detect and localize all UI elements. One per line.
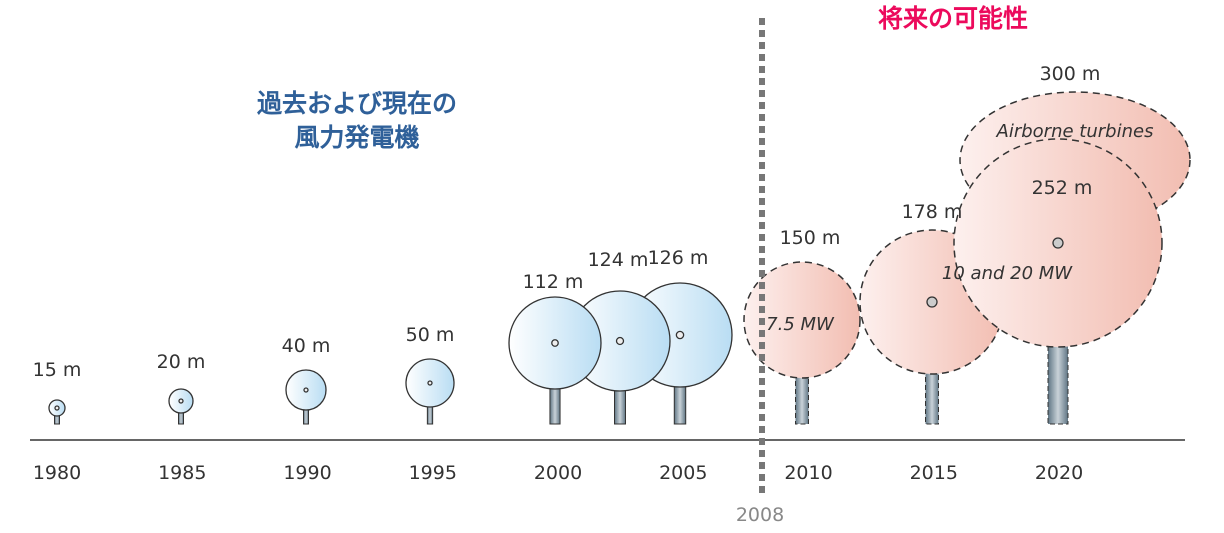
rotor-diameter-label: 50 m	[406, 324, 455, 346]
past-title-line1: 過去および現在の	[257, 89, 457, 118]
power-label-7-5mw: 7.5 MW	[766, 314, 835, 335]
rotor-diameter-label: 126 m	[648, 247, 709, 269]
hub	[926, 296, 938, 308]
year-label: 1985	[158, 462, 206, 484]
rotor-diameter-label: 40 m	[282, 335, 331, 357]
year-label: 2020	[1035, 462, 1083, 484]
past-title-line2: 風力発電機	[294, 123, 419, 152]
rotor-diameter-label: 252 m	[1032, 177, 1093, 199]
hub	[551, 339, 559, 347]
airborne-label: Airborne turbines	[996, 121, 1154, 142]
year-label: 1980	[33, 462, 81, 484]
hub	[675, 330, 685, 340]
power-label-10-20mw: 10 and 20 MW	[942, 263, 1073, 284]
year-label: 2000	[534, 462, 582, 484]
rotor-diameter-label: 124 m	[588, 249, 649, 271]
year-label: 1990	[283, 462, 331, 484]
rotor-diameter-label: 178 m	[902, 201, 963, 223]
year-label: 2015	[910, 462, 958, 484]
divider-label: 2008	[736, 504, 784, 526]
hub	[303, 387, 309, 393]
tower	[1047, 344, 1069, 425]
rotor-diameter-label: 15 m	[33, 359, 82, 381]
tower	[795, 375, 809, 425]
tower	[925, 371, 939, 425]
rotor-diameter-label: 112 m	[523, 271, 584, 293]
hub	[1052, 237, 1064, 249]
year-labels: 1980 1985 1990 1995 2000 2005 2010 2015 2020	[33, 462, 1083, 484]
rotor-diameter-label: 20 m	[157, 351, 206, 373]
hub	[427, 380, 433, 386]
tower	[673, 384, 687, 425]
year-label: 1995	[409, 462, 457, 484]
tower	[614, 388, 626, 425]
tower	[426, 404, 434, 425]
tower	[549, 386, 561, 425]
year-label: 2010	[784, 462, 832, 484]
year-label: 2005	[659, 462, 707, 484]
future-rotor-disc	[743, 261, 861, 379]
airborne-size-label: 300 m	[1040, 63, 1101, 85]
future-title: 将来の可能性	[878, 4, 1028, 33]
hub	[615, 336, 625, 346]
hub	[178, 398, 184, 404]
hub	[54, 405, 60, 411]
rotor-diameter-label: 150 m	[780, 227, 841, 249]
